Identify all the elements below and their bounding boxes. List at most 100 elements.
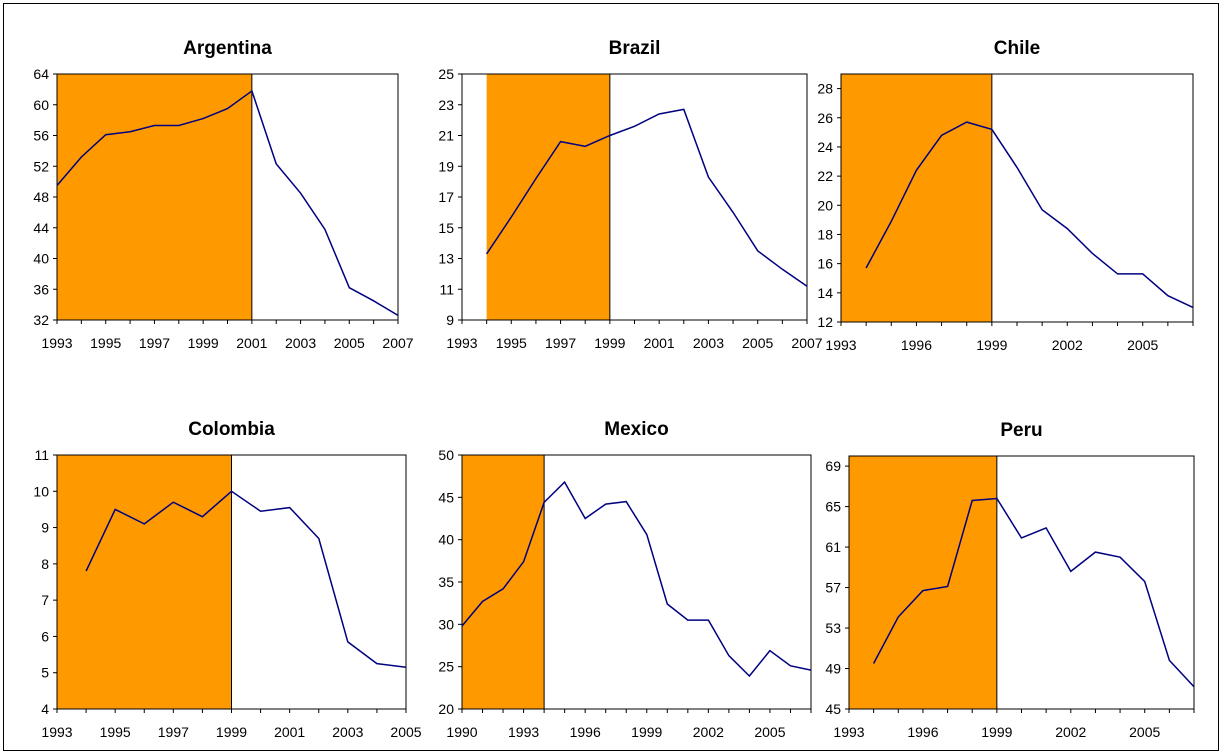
brazil-series-line [485,108,808,287]
chile-y-tick-label: 26 [817,110,833,126]
colombia-series-line [85,490,407,669]
mexico-x-tick-label: 1996 [570,724,601,740]
chart-brazil: 9 11 13 15 17 19 21 23 25 1993 1995 1997 1999 2001 200… [438,38,822,351]
chile-y-tick-label: 16 [817,256,833,272]
chart-peru: 45 49 53 57 61 65 69 1993 1996 1999 2002 2005 Peru [825,420,1195,740]
colombia-x-tick-label: 2001 [274,724,305,740]
mexico-y-tick-label: 35 [438,574,454,590]
brazil-x-tick-label: 2003 [693,335,724,351]
argentina-y-tick-label: 32 [33,312,49,328]
peru-y-tick-label: 61 [825,539,841,555]
colombia-y-tick-label: 4 [41,701,49,717]
peru-chart-title: Peru [1000,420,1042,441]
brazil-x-tick-label: 2001 [644,335,675,351]
chile-shaded-region [841,74,992,322]
mexico-y-tick-label: 20 [438,701,454,717]
argentina-x-tick-label: 2001 [236,335,267,351]
colombia-y-tick-label: 8 [41,556,49,572]
argentina-y-tick-label: 48 [33,189,49,205]
argentina-y-tick-label: 56 [33,128,49,144]
peru-y-tick-label: 53 [825,620,841,636]
argentina-x-tick-label: 2005 [334,335,365,351]
argentina-y-tick-label: 40 [33,251,49,267]
colombia-y-tick-label: 7 [41,592,49,608]
brazil-y-tick-label: 15 [438,220,454,236]
argentina-y-tick-label: 64 [33,66,49,82]
brazil-x-tick-label: 1999 [594,335,625,351]
brazil-x-tick-label: 2007 [791,335,822,351]
peru-x-tick-label: 1999 [981,724,1012,740]
chile-x-tick-label: 1996 [901,337,932,353]
chile-x-tick-label: 1993 [825,337,856,353]
mexico-y-tick-label: 45 [438,489,454,505]
chile-y-tick-label: 18 [817,226,833,242]
mexico-x-tick-label: 2002 [693,724,724,740]
brazil-chart-title: Brazil [609,38,661,59]
mexico-shaded-region [462,455,545,709]
peru-y-tick-label: 45 [825,701,841,717]
peru-x-tick-label: 1993 [833,724,864,740]
colombia-chart-title: Colombia [188,419,275,440]
chart-argentina: 32 36 40 44 48 52 56 60 64 1993 1995 1997 1999 2001 20… [33,38,413,351]
chile-y-tick-label: 24 [817,139,833,155]
brazil-y-tick-label: 13 [438,251,454,267]
chile-x-tick-label: 2005 [1127,337,1158,353]
chile-y-tick-label: 12 [817,314,833,330]
brazil-x-tick-label: 1997 [545,335,576,351]
brazil-x-tick-label: 1993 [446,335,477,351]
colombia-y-tick-label: 11 [34,447,49,463]
mexico-series-line [461,480,812,678]
colombia-x-tick-label: 1999 [216,724,247,740]
mexico-x-tick-label: 2005 [754,724,785,740]
chile-chart-title: Chile [994,38,1040,59]
colombia-y-tick-label: 6 [41,628,49,644]
chile-y-tick-label: 20 [817,197,833,213]
chart-colombia: 4 5 6 7 8 9 10 11 1993 1995 1997 1999 2001 2003 2005 Co… [33,419,421,740]
peru-x-tick-label: 2005 [1129,724,1160,740]
peru-x-tick-label: 2002 [1055,724,1086,740]
chile-y-tick-label: 22 [817,168,833,184]
brazil-y-tick-label: 21 [438,128,454,144]
colombia-x-tick-label: 2003 [332,724,363,740]
brazil-x-tick-label: 1995 [496,335,527,351]
brazil-y-tick-label: 9 [446,312,454,328]
brazil-y-tick-label: 11 [439,281,454,297]
brazil-y-tick-label: 23 [438,97,454,113]
brazil-shaded-region [486,74,610,320]
mexico-y-tick-label: 25 [438,659,454,675]
colombia-x-tick-label: 1995 [100,724,131,740]
chile-y-tick-label: 14 [817,285,833,301]
peru-y-tick-label: 65 [825,499,841,515]
mexico-y-tick-label: 30 [438,616,454,632]
peru-y-tick-label: 49 [825,661,841,677]
argentina-x-tick-label: 2007 [382,335,413,351]
argentina-chart-title: Argentina [183,38,272,59]
mexico-x-tick-label: 1990 [446,724,477,740]
colombia-x-tick-label: 1997 [158,724,189,740]
argentina-series-line [56,89,399,317]
brazil-y-tick-label: 25 [438,66,454,82]
peru-series-line [872,497,1195,688]
argentina-x-tick-label: 1997 [139,335,170,351]
colombia-y-tick-label: 5 [41,665,49,681]
argentina-x-tick-label: 1993 [41,335,72,351]
argentina-x-tick-label: 1999 [188,335,219,351]
chart-chile: 12 14 16 18 20 22 24 26 28 1993 1996 1999 2002 2005 Ch… [817,38,1194,353]
chart-mexico: 20 25 30 35 40 45 50 1990 1993 1996 1999 2002 2005 Me… [438,419,812,740]
mexico-chart-title: Mexico [604,419,668,440]
mexico-x-tick-label: 1993 [508,724,539,740]
argentina-x-tick-label: 1995 [90,335,121,351]
argentina-y-tick-label: 52 [33,158,49,174]
colombia-y-tick-label: 9 [41,520,49,536]
peru-y-tick-label: 57 [825,580,841,596]
mexico-y-tick-label: 50 [438,447,454,463]
argentina-shaded-region [57,74,252,320]
colombia-x-tick-label: 2005 [390,724,421,740]
peru-shaded-region [849,456,997,709]
peru-x-tick-label: 1996 [907,724,938,740]
mexico-y-tick-label: 40 [438,532,454,548]
chile-series-line [865,121,1194,309]
brazil-y-tick-label: 17 [438,189,454,205]
chile-x-tick-label: 2002 [1052,337,1083,353]
